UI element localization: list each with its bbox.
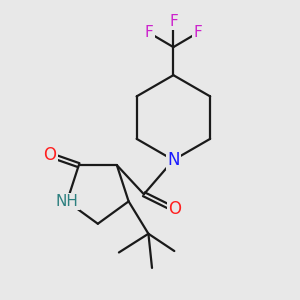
Text: F: F: [169, 14, 178, 29]
Text: N: N: [167, 151, 180, 169]
Text: F: F: [145, 25, 153, 40]
Text: O: O: [168, 200, 181, 218]
Text: NH: NH: [56, 194, 79, 209]
Text: O: O: [44, 146, 56, 164]
Text: F: F: [194, 25, 202, 40]
